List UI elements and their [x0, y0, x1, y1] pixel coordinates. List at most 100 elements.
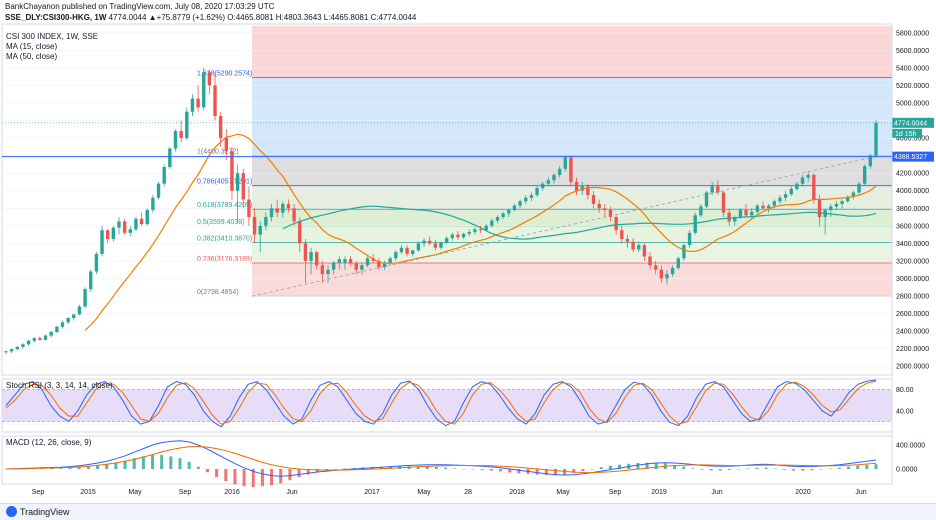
macd-histogram-bar — [746, 468, 750, 469]
candle-body — [716, 186, 720, 193]
candle-body — [247, 199, 251, 218]
macd-histogram-bar — [572, 469, 576, 473]
candle-body — [117, 221, 121, 228]
price-chart[interactable]: 1.618(5290.2574) 1(4400.3272) 0.786(4057.5… — [0, 0, 936, 503]
candle-body — [394, 252, 398, 259]
candle-body — [4, 351, 8, 353]
macd-histogram-bar — [847, 466, 851, 469]
candle-body — [365, 258, 370, 266]
x-tick-label: 28 — [464, 489, 472, 496]
candle-body — [552, 174, 556, 181]
candle-body — [388, 258, 392, 263]
candle-body — [738, 210, 743, 218]
candle-body — [874, 122, 878, 156]
macd-histogram-bar — [196, 466, 200, 469]
candle-body — [331, 262, 336, 270]
candle-body — [382, 262, 387, 268]
macd-histogram-bar — [828, 468, 832, 470]
candle-body — [642, 245, 647, 257]
candle-body — [704, 192, 709, 207]
candle-body — [100, 230, 104, 254]
macd-histogram-bar — [517, 469, 521, 474]
candle-body — [89, 271, 93, 290]
candle-body — [354, 263, 358, 270]
candle-body — [320, 265, 325, 275]
macd-histogram-bar — [50, 468, 54, 469]
macd-histogram-bar — [691, 468, 695, 469]
candle-body — [456, 234, 460, 238]
candle-body — [512, 205, 517, 211]
candle-body — [518, 201, 522, 206]
symbol-name: SSE_DLY:CSI300-HKG, 1W — [5, 13, 107, 22]
y-tick-label: 5800.0000 — [896, 30, 929, 37]
macd-histogram-bar — [416, 466, 420, 469]
candle-body — [603, 208, 607, 211]
x-tick-label: 2016 — [224, 489, 240, 496]
candle-body — [461, 233, 466, 238]
macd-histogram-bar — [462, 468, 466, 470]
y-tick-label: 5600.0000 — [896, 48, 929, 55]
macd-histogram-bar — [544, 469, 548, 476]
candle-body — [484, 225, 488, 231]
candle-body — [111, 227, 116, 239]
countdown-tag — [892, 128, 922, 138]
tradingview-logo[interactable]: TradingView — [6, 506, 70, 517]
macd-histogram-bar — [205, 469, 209, 473]
candle-body — [275, 208, 279, 213]
macd-histogram-bar — [160, 455, 164, 469]
x-tick-label: Jun — [711, 489, 722, 496]
candle-body — [145, 210, 149, 225]
candle-body — [168, 148, 172, 168]
macd-histogram-bar — [755, 467, 759, 469]
candle-body — [670, 267, 675, 275]
footer-bar: TradingView — [0, 503, 936, 520]
macd-histogram-bar — [169, 456, 173, 469]
macd-histogram-bar — [654, 462, 658, 469]
legend-ma15: MA (15, close) — [6, 42, 58, 51]
x-tick-label: Jun — [855, 489, 866, 496]
candle-body — [185, 111, 189, 139]
candle-body — [173, 131, 178, 149]
macd-line — [5, 440, 877, 477]
candle-body — [540, 183, 545, 189]
candle-body — [490, 220, 494, 226]
candle-body — [43, 335, 48, 340]
candle-body — [207, 72, 212, 86]
candle-body — [614, 217, 618, 231]
fib-label: 0.382(3410.3870) — [197, 235, 252, 242]
fib-label: 1.618(5290.2574) — [197, 71, 252, 78]
candle-body — [196, 98, 200, 108]
macd-y-label: 0.0000 — [896, 467, 918, 474]
candle-body — [105, 230, 110, 239]
macd-histogram-bar — [288, 469, 292, 481]
candle-body — [806, 174, 810, 178]
macd-histogram-bar — [297, 469, 301, 478]
x-tick-label: Sep — [179, 489, 192, 496]
tradingview-brand: TradingView — [20, 506, 70, 517]
macd-histogram-bar — [874, 464, 878, 469]
macd-histogram-bar — [224, 469, 228, 482]
macd-histogram-bar — [453, 468, 457, 469]
candle-body — [230, 151, 234, 191]
candle-body — [26, 340, 31, 345]
stoch-title: Stoch RSI (3, 3, 14, 14, close) — [6, 381, 113, 390]
candle-body — [755, 205, 760, 212]
candle-body — [377, 260, 381, 268]
candle-body — [586, 186, 590, 196]
candle-body — [750, 211, 754, 216]
candle-body — [829, 206, 833, 211]
candle-body — [433, 243, 438, 248]
macd-histogram-bar — [782, 469, 786, 470]
candle-body — [535, 188, 539, 196]
candle-body — [557, 168, 562, 175]
macd-histogram-bar — [242, 469, 246, 487]
candle-body — [258, 225, 262, 235]
candle-body — [428, 240, 432, 244]
candle-body — [360, 265, 364, 270]
y-tick-label: 2200.0000 — [896, 346, 929, 353]
y-tick-label: 4200.0000 — [896, 171, 929, 178]
y-tick-label: 2800.0000 — [896, 294, 929, 301]
macd-histogram-bar — [535, 469, 539, 475]
macd-histogram-bar — [352, 467, 356, 469]
ohlc-values: 4774.0044 ▲+75.8779 (+1.62%) O:4465.8081… — [108, 13, 417, 22]
